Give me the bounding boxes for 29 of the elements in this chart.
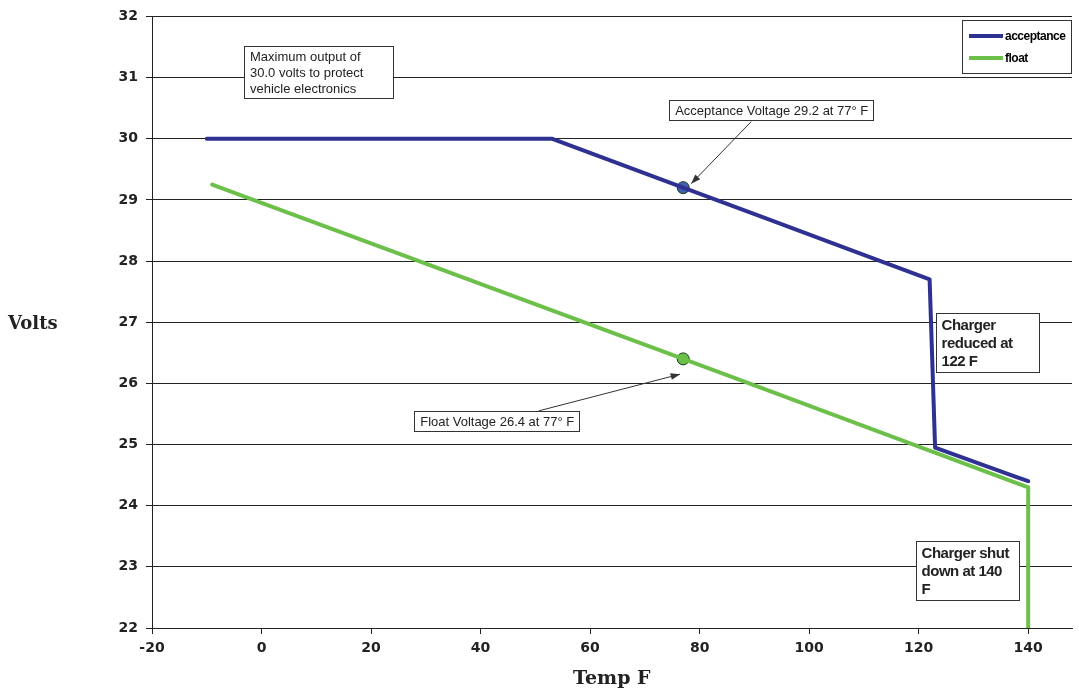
x-axis-title: Temp F <box>573 666 651 688</box>
y-tick-label: 26 <box>118 374 138 390</box>
y-tick-label: 24 <box>118 496 139 513</box>
x-tick-label: 40 <box>470 639 491 656</box>
legend-label: float <box>1005 51 1028 66</box>
x-tick-label: 0 <box>256 639 267 656</box>
annotation: Acceptance Voltage 29.2 at 77° F <box>669 99 875 122</box>
annotation: Maximum output of 30.0 volts to protect vehicle electronics <box>244 46 394 100</box>
y-tick-label: 25 <box>118 435 138 452</box>
y-tick-label: 29 <box>118 190 138 207</box>
annotation: Charger reduced at 122 F <box>935 313 1040 374</box>
y-tick-label: 27 <box>118 312 138 329</box>
y-tick-label: 28 <box>118 251 138 268</box>
x-tick-label: 20 <box>361 639 382 656</box>
x-tick-label: -20 <box>139 639 165 656</box>
x-tick-label: 120 <box>904 639 934 656</box>
y-tick-label: 30 <box>118 129 139 146</box>
x-tick-label: 140 <box>1013 639 1044 656</box>
y-tick-label: 32 <box>118 7 138 24</box>
annotation: Float Voltage 26.4 at 77° F <box>414 410 581 433</box>
x-tick-label: 100 <box>794 639 825 656</box>
y-tick-label: 22 <box>118 618 138 635</box>
x-tick-label: 60 <box>580 639 601 656</box>
y-tick-label: 31 <box>118 68 138 85</box>
legend-label: acceptance <box>1005 29 1066 44</box>
x-tick-label: 80 <box>689 639 710 656</box>
y-axis-title: Volts <box>8 311 58 333</box>
y-tick-label: 23 <box>118 557 138 574</box>
annotation: Charger shut down at 140 F <box>915 541 1020 602</box>
